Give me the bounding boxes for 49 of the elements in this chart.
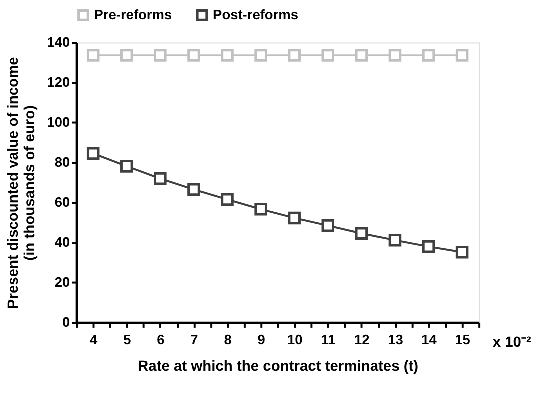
point [456, 49, 469, 62]
text: x 10⁻² [492, 335, 532, 352]
point [355, 49, 368, 62]
y-tick-label: 0 [62, 314, 71, 330]
point [254, 203, 268, 216]
point [120, 160, 134, 173]
legend-label: Pre-reforms [94, 7, 172, 22]
point [422, 240, 436, 254]
x-tick-label: 15 [455, 332, 471, 348]
x-tick-label: 7 [190, 332, 199, 348]
point [120, 49, 134, 62]
x-tick-label: 13 [388, 332, 404, 348]
x-tick-label: 14 [422, 332, 438, 348]
point [154, 49, 167, 62]
point [86, 49, 100, 62]
point [221, 193, 234, 206]
x-tick-label: 5 [124, 332, 132, 348]
y-tick-label: 80 [54, 155, 71, 170]
point [388, 49, 402, 62]
x-tick-label: 11 [321, 332, 336, 348]
point [355, 227, 368, 240]
x-tick-label: 9 [258, 332, 266, 348]
x-axis-title: Rate at which the contract terminates (t) [138, 359, 419, 376]
x-tick-label: 8 [224, 332, 232, 348]
point [388, 234, 402, 247]
y-tick-label: 120 [47, 75, 71, 90]
point [86, 147, 100, 160]
point [422, 49, 436, 62]
x-tick-label: 4 [90, 332, 98, 348]
legend-label: Post-reforms [213, 7, 299, 22]
x-tick-label: 6 [157, 332, 166, 348]
y-tick-label: 40 [54, 235, 71, 250]
x-tick-label: 10 [287, 332, 304, 348]
point [154, 172, 167, 186]
point [288, 212, 301, 225]
y-tick-label: 100 [47, 115, 71, 130]
x-tick-label: 12 [354, 332, 370, 348]
point [188, 183, 200, 196]
point [221, 49, 234, 62]
point [322, 219, 335, 232]
y-tick-label: 60 [54, 195, 71, 210]
y-axis-title: Present discounted value of income (in thousands of euro) [6, 57, 38, 310]
point [188, 49, 200, 62]
point [288, 49, 301, 62]
y-tick-label: 20 [54, 275, 71, 290]
point [254, 49, 268, 62]
point [322, 49, 335, 62]
y-tick-label: 140 [47, 35, 71, 50]
point [456, 246, 469, 259]
